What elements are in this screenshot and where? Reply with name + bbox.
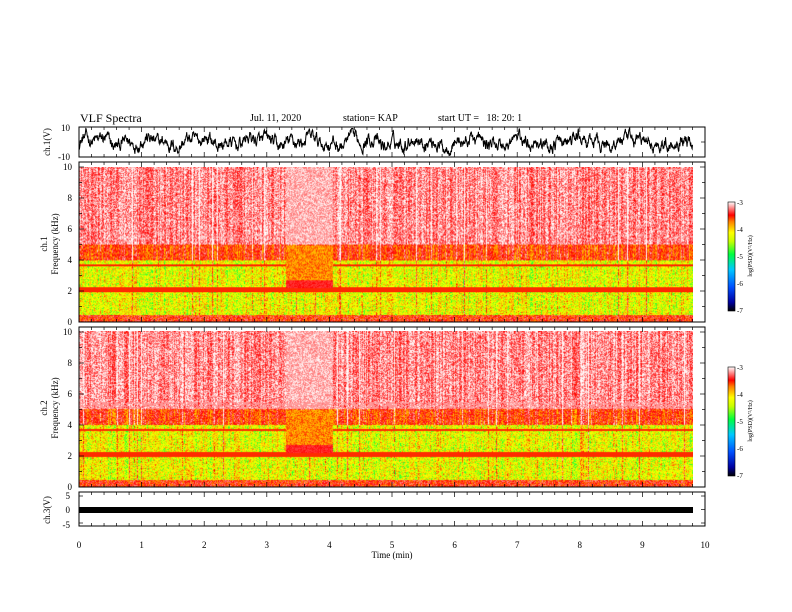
- ch1-colorbar-tick-m6: -6: [737, 280, 743, 288]
- ch1-colorbar-tick-m7: -7: [737, 307, 743, 315]
- ch1-freq-tick-6: 6: [68, 224, 73, 234]
- ch1-spectrogram-panel: 0 2 4 6 8 10 ch.1 Frequency (kHz) -3 -4 …: [39, 162, 754, 327]
- ch3-ytick-5: 5: [66, 491, 71, 501]
- ch3-ytick-0: 0: [66, 505, 71, 515]
- ch1-channel-label: ch.1: [39, 236, 49, 251]
- ch1-ylabel: ch.1(V): [42, 128, 52, 156]
- ch1-waveform-panel: 10 -10 ch.1(V): [42, 123, 705, 162]
- ch1-spectrogram-image: [79, 167, 693, 322]
- ch2-colorbar-tick-m3: -3: [737, 364, 743, 372]
- xtick-3: 3: [265, 540, 270, 550]
- ch1-freq-ylabel: Frequency (kHz): [50, 213, 60, 274]
- xtick-7: 7: [515, 540, 520, 550]
- xtick-1: 1: [139, 540, 144, 550]
- ch2-colorbar-tick-m4: -4: [737, 391, 743, 399]
- ch2-freq-tick-6: 6: [68, 389, 73, 399]
- xtick-0: 0: [77, 540, 82, 550]
- ch1-colorbar-tick-m4: -4: [737, 226, 743, 234]
- ch1-freq-tick-10: 10: [63, 162, 73, 172]
- ch1-colorbar-tick-m5: -5: [737, 253, 743, 261]
- ch2-spectrogram-panel: 0 2 4 6 8 10 ch.2 Frequency (kHz) -3 -4 …: [39, 327, 754, 492]
- time-axis-tick-labels: 0 1 2 3 4 5 6 7 8 9 10: [77, 540, 710, 550]
- time-axis-label: Time (min): [372, 550, 413, 560]
- xtick-4: 4: [327, 540, 332, 550]
- ch3-ytick-m5: -5: [63, 520, 71, 530]
- ch2-channel-label: ch.2: [39, 400, 49, 415]
- ch2-freq-tick-2: 2: [68, 451, 73, 461]
- ch1-colorbar: [728, 202, 735, 311]
- xtick-10: 10: [701, 540, 711, 550]
- ch2-colorbar: [728, 367, 735, 476]
- xtick-9: 9: [640, 540, 645, 550]
- ch3-ylabel: ch.3(V): [42, 496, 52, 524]
- ch1-ytick-top: 10: [61, 123, 71, 133]
- ch1-colorbar-label: log(PSD)(V²/Hz): [747, 235, 754, 276]
- ch1-freq-tick-4: 4: [68, 255, 73, 265]
- xtick-8: 8: [578, 540, 583, 550]
- ch1-colorbar-tick-m3: -3: [737, 199, 743, 207]
- ch2-colorbar-tick-m7: -7: [737, 472, 743, 480]
- xtick-5: 5: [390, 540, 395, 550]
- ch1-freq-tick-0: 0: [68, 317, 73, 327]
- ch1-ytick-bottom: -10: [58, 152, 70, 162]
- ch2-freq-ylabel: Frequency (kHz): [50, 377, 60, 438]
- ch2-freq-tick-8: 8: [68, 358, 73, 368]
- ch2-colorbar-label: log(PSD)(V²/Hz): [747, 400, 754, 441]
- ch1-freq-tick-2: 2: [68, 286, 73, 296]
- ch2-spectrogram-image: [79, 331, 693, 487]
- ch2-freq-tick-10: 10: [63, 327, 73, 337]
- ch3-waveform-trace: [79, 507, 693, 513]
- ch2-colorbar-tick-m5: -5: [737, 418, 743, 426]
- xtick-2: 2: [202, 540, 207, 550]
- xtick-6: 6: [452, 540, 457, 550]
- ch3-waveform-panel: 5 0 -5 ch.3(V): [42, 491, 705, 530]
- ch2-freq-tick-4: 4: [68, 420, 73, 430]
- ch1-freq-tick-8: 8: [68, 193, 73, 203]
- ch2-colorbar-tick-m6: -6: [737, 445, 743, 453]
